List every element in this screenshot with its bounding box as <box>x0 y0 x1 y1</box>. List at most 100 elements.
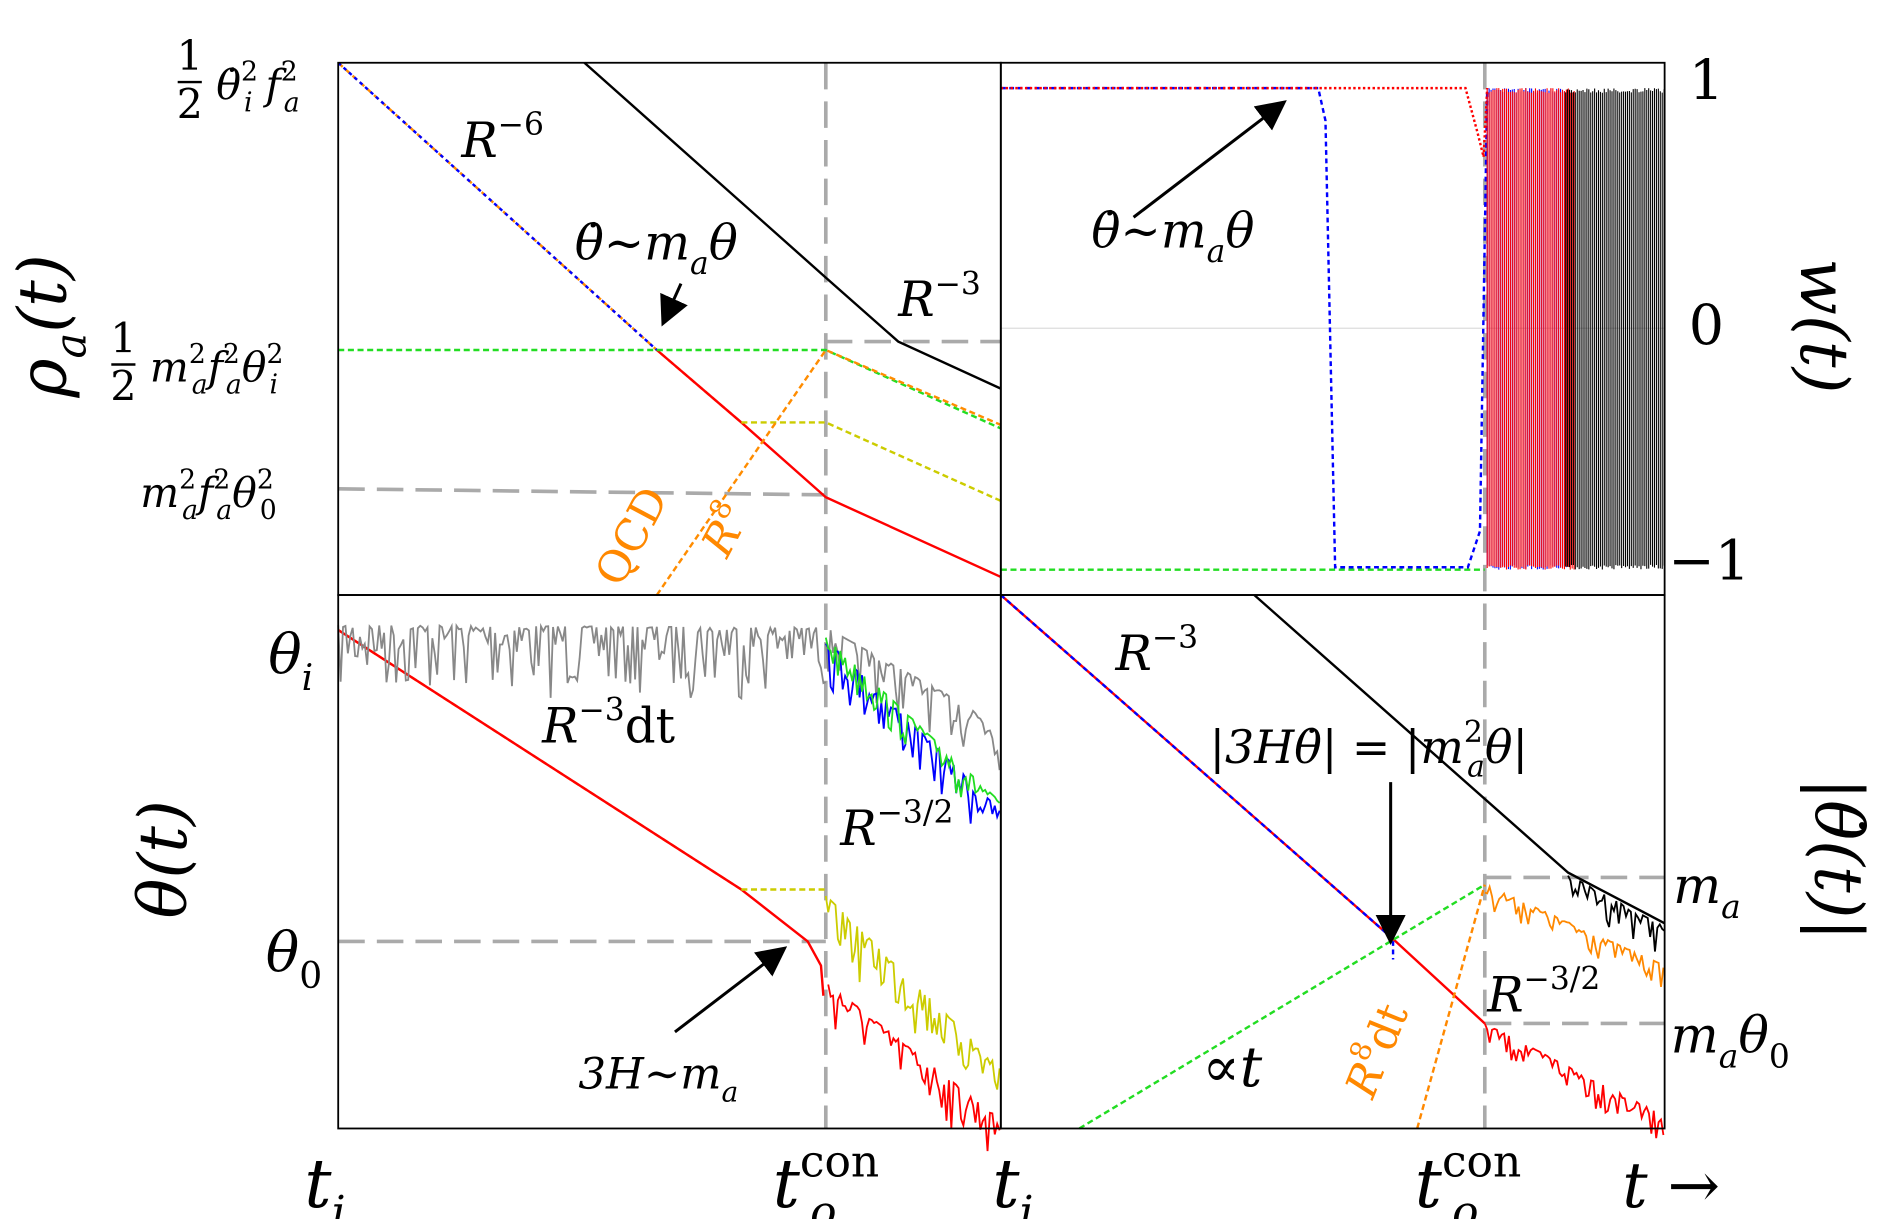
label-part: 2 <box>189 339 206 370</box>
label: QCD <box>586 479 679 594</box>
label-part: −3 <box>935 266 981 302</box>
label-part: R <box>1486 967 1523 1023</box>
label-part: a <box>721 1076 738 1109</box>
label-part: θ̇∼m <box>1091 203 1206 259</box>
label-part: m <box>140 469 179 517</box>
noise-curve <box>824 637 1001 804</box>
label-part: ρ <box>3 358 81 398</box>
label-part: 2 <box>266 339 283 370</box>
label-part: R <box>897 272 934 328</box>
label-part: t → <box>1622 1149 1720 1219</box>
label: ma <box>1673 856 1741 926</box>
label-part: a <box>1467 750 1485 785</box>
label: θ0 <box>266 921 322 998</box>
label-part: R <box>460 113 497 169</box>
label-part: i <box>302 657 314 699</box>
label-part: |3Hθ̇| = |m <box>1210 720 1464 774</box>
label-part: ∝t <box>1202 1035 1263 1100</box>
label-part: a <box>46 333 96 359</box>
label: R8dt <box>1330 994 1419 1106</box>
noise-curve <box>1567 875 1666 952</box>
label-part: −6 <box>498 107 544 143</box>
label-part: 2 <box>213 464 230 495</box>
label: R−3/2 <box>839 795 953 857</box>
label-part: 0 <box>1769 1037 1790 1076</box>
label-part: 0 <box>1689 293 1724 358</box>
curves <box>337 61 1666 1152</box>
noise-curve <box>824 630 1001 771</box>
label: θ̇∼maθ <box>1091 203 1254 269</box>
label: ∝t <box>1202 1035 1263 1100</box>
label-part: 2 <box>179 464 196 495</box>
label-part: m <box>1671 1005 1719 1064</box>
label-part: θ <box>1738 1005 1769 1064</box>
noise-curve <box>1483 1023 1665 1139</box>
label-part: w(t) <box>1785 258 1863 393</box>
label-part: m <box>150 343 189 391</box>
label-part: a <box>182 495 198 526</box>
label-part: con <box>1442 1137 1521 1188</box>
label-part: a <box>1721 887 1741 926</box>
label-part: i <box>269 370 278 401</box>
label-part: dt <box>625 698 676 754</box>
fraction-digit: 2 <box>177 80 203 128</box>
label-part: 0 <box>260 495 277 526</box>
label-part: a <box>226 370 242 401</box>
label-part: m <box>1673 856 1721 915</box>
label-part: t <box>773 1144 801 1219</box>
label: m2 af2 aθ2 0 <box>140 464 277 526</box>
label-part: a <box>284 87 300 118</box>
frames <box>337 61 1666 1130</box>
label-part: (t) <box>3 254 81 332</box>
label-part: 2 <box>1464 715 1483 750</box>
label: R−3 <box>897 266 981 328</box>
noise-curve <box>1484 883 1665 988</box>
label-part: 3H∼m <box>578 1050 721 1100</box>
label-part: 2 <box>281 57 298 88</box>
label-part: θ <box>242 343 267 391</box>
label: R−6 <box>460 107 544 169</box>
label-part: θ̇ <box>216 61 241 109</box>
label-part: θ <box>232 469 257 517</box>
fraction-digit: 1 <box>110 314 136 362</box>
fraction-digit: 2 <box>110 363 136 411</box>
label: 0 <box>1689 293 1724 358</box>
label-part: θ(t) <box>124 800 202 918</box>
label-part: i <box>244 87 253 118</box>
label-part: θ <box>266 921 299 986</box>
label: R−3dt <box>541 693 676 755</box>
label-part: con <box>800 1137 879 1188</box>
label-part: a <box>216 495 232 526</box>
label: θi <box>268 622 313 699</box>
label: 3H∼ma <box>578 1050 738 1109</box>
label-part: a <box>192 370 208 401</box>
label-part: −1 <box>1668 528 1750 593</box>
label: −1 <box>1668 528 1750 593</box>
label: R−3/2 <box>1486 962 1600 1024</box>
label: |3Hθ̇| = |m2 aθ| <box>1210 715 1528 784</box>
label-part: θ| <box>1485 720 1528 774</box>
arrows <box>660 100 1406 1034</box>
label-part: i <box>1020 1187 1034 1219</box>
label: θ(t) <box>124 800 202 918</box>
label-part: 2 <box>257 464 274 495</box>
label: ti <box>992 1144 1033 1219</box>
label-part: θ̇∼m <box>575 215 690 271</box>
label-part: i <box>332 1187 346 1219</box>
label-part: QCD <box>586 479 679 594</box>
label: tcon o <box>773 1137 880 1219</box>
label: w(t) <box>1785 258 1863 393</box>
label-part: o <box>1452 1187 1478 1219</box>
label: R8 <box>686 493 760 565</box>
label-part: θ <box>1225 203 1254 259</box>
label-part: t <box>992 1144 1020 1219</box>
label: m2 af2 aθ2 i <box>150 339 284 401</box>
fraction-digit: 1 <box>177 32 203 80</box>
noise-curve <box>337 622 827 701</box>
label-part: t <box>1415 1144 1443 1219</box>
label-part: θ <box>268 622 301 687</box>
label: maθ0 <box>1671 1005 1790 1075</box>
label-part: t <box>304 1144 332 1219</box>
label-part: o <box>810 1187 836 1219</box>
